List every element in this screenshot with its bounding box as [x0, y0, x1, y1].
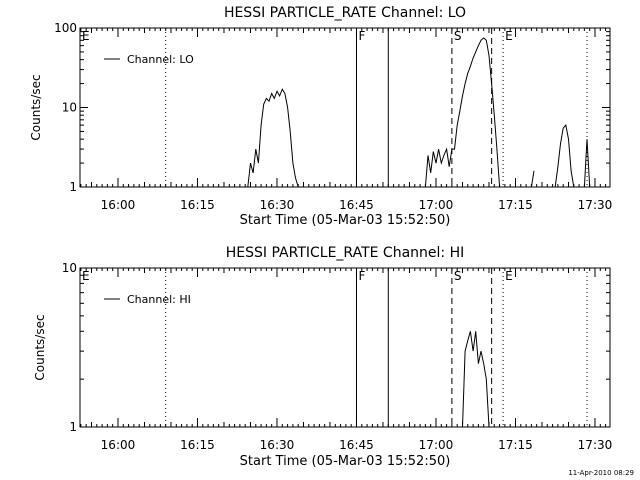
x-tick-label: 17:00	[419, 438, 454, 452]
x-tick-label: 17:15	[498, 198, 533, 212]
marker-label: E	[505, 269, 513, 283]
legend-label: Channel: LO	[127, 53, 194, 66]
x-tick-label: 16:45	[339, 198, 374, 212]
series-line	[530, 170, 535, 188]
chart-panel-1: HESSI PARTICLE_RATE Channel: LO 1 10 100 16:…	[29, 5, 612, 228]
chart-title: HESSI PARTICLE_RATE Channel: HI	[226, 245, 464, 261]
plot-frame	[79, 267, 611, 428]
y-tick-label: 1	[69, 420, 77, 434]
x-tick-label: 16:15	[180, 438, 215, 452]
y-tick-label: 10	[62, 261, 77, 275]
series-line	[462, 331, 490, 428]
x-tick-label: 16:00	[101, 438, 136, 452]
marker-label: F	[358, 29, 365, 43]
marker-label: E	[505, 29, 513, 43]
x-tick-label: 16:30	[260, 438, 295, 452]
marker-label: S	[454, 29, 462, 43]
x-tick-label: 17:30	[578, 438, 613, 452]
series-line	[583, 139, 591, 188]
chart-panel-2: HESSI PARTICLE_RATE Channel: HI 1 10 16:00 1…	[33, 245, 612, 469]
y-tick-label: 10	[62, 101, 77, 115]
x-tick-label: 17:30	[578, 198, 613, 212]
x-tick-label: 16:45	[339, 438, 374, 452]
x-tick-label: 16:15	[180, 198, 215, 212]
x-tick-label: 16:00	[101, 198, 136, 212]
series-line	[247, 88, 299, 188]
x-tick-label: 17:00	[419, 198, 454, 212]
y-tick-label: 100	[54, 21, 77, 35]
series-line	[424, 37, 501, 188]
y-axis-label: Counts/sec	[29, 74, 43, 140]
y-axis-label: Counts/sec	[33, 314, 47, 380]
x-axis-label: Start Time (05-Mar-03 15:52:50)	[240, 213, 451, 228]
y-tick-label: 1	[69, 180, 77, 194]
marker-label: F	[358, 269, 365, 283]
x-axis-label: Start Time (05-Mar-03 15:52:50)	[240, 454, 451, 469]
marker-label: E	[82, 29, 90, 43]
legend-label: Channel: HI	[127, 293, 191, 306]
marker-label: S	[454, 269, 462, 283]
chart-title: HESSI PARTICLE_RATE Channel: LO	[224, 5, 466, 21]
x-tick-label: 16:30	[260, 198, 295, 212]
plot-frame	[79, 27, 611, 188]
timestamp-footer: 11-Apr-2010 08:29	[568, 469, 634, 477]
x-tick-label: 17:15	[498, 438, 533, 452]
series-line	[554, 123, 575, 188]
marker-label: E	[82, 269, 90, 283]
